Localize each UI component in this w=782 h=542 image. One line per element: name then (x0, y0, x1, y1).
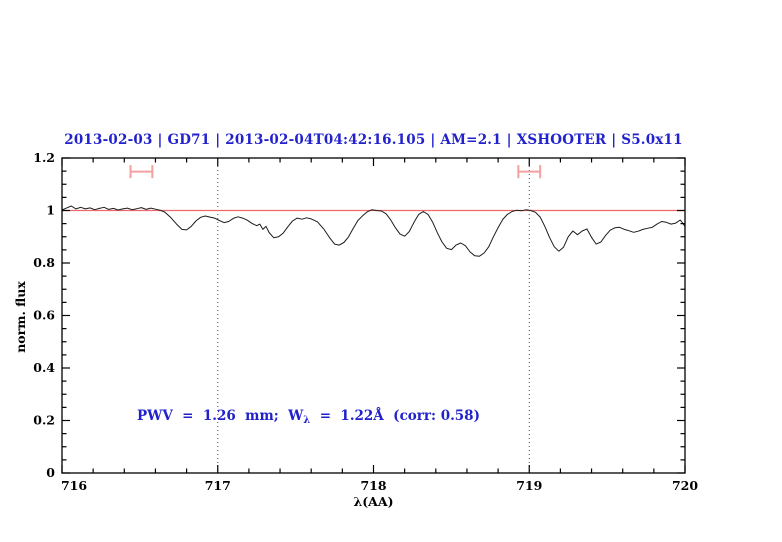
pwv-annotation-suffix: = 1.22Å (corr: 0.58) (310, 408, 480, 424)
x-tick-label: 716 (61, 478, 87, 493)
pwv-annotation-prefix: PWV = 1.26 mm; W (137, 408, 304, 424)
spectrum-line (61, 205, 686, 257)
x-tick-label: 719 (516, 478, 542, 493)
y-tick-label: 1.2 (33, 150, 55, 165)
x-axis-title: λ(AA) (353, 494, 394, 509)
y-tick-label: 0.2 (33, 413, 55, 428)
y-tick-label: 0.4 (33, 360, 55, 375)
y-axis-title: norm. flux (13, 281, 28, 353)
y-tick-label: 1 (46, 203, 55, 218)
pwv-annotation-subscript: λ (303, 415, 311, 426)
pwv-annotation: PWV = 1.26 mm; Wλ = 1.22Å (corr: 0.58) (137, 408, 480, 426)
x-tick-label: 720 (672, 478, 698, 493)
y-tick-label: 0 (46, 465, 55, 480)
x-tick-label: 718 (360, 478, 386, 493)
y-tick-label: 0.8 (33, 255, 55, 270)
plot-title: 2013-02-03 | GD71 | 2013-02-04T04:42:16.… (64, 132, 683, 148)
x-tick-label: 717 (205, 478, 231, 493)
y-tick-label: 0.6 (33, 308, 55, 323)
